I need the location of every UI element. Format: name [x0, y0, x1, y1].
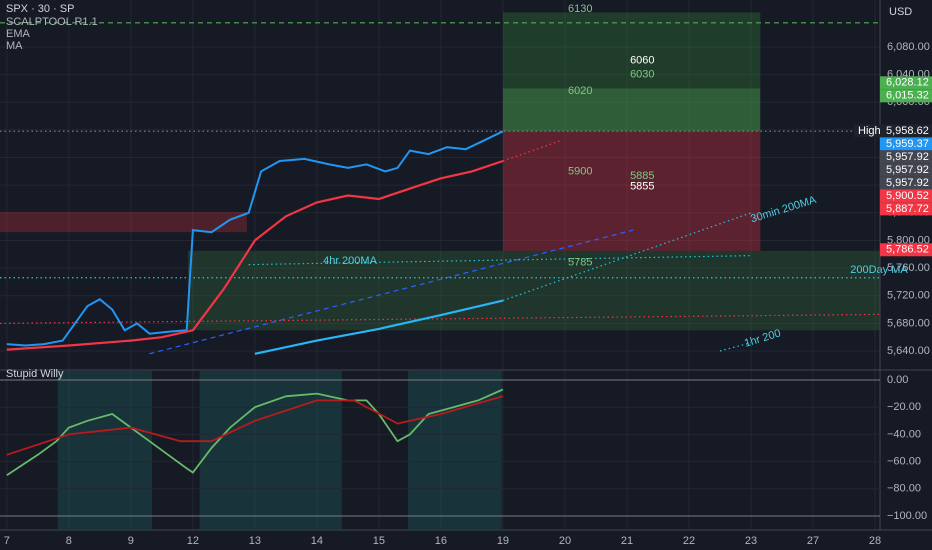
level-line — [149, 229, 634, 355]
price-label-text: 5,957.92 — [886, 151, 929, 163]
annotation: 5885 — [630, 170, 654, 182]
price-tag — [854, 124, 880, 138]
x-tick-label: 14 — [311, 535, 323, 547]
annotation: 6030 — [630, 69, 654, 81]
x-tick-label: 8 — [66, 535, 72, 547]
x-tick-label: 19 — [497, 535, 509, 547]
currency[interactable]: USD — [889, 6, 912, 18]
price-label — [880, 243, 932, 257]
chart-title: SPX · 30 · SP — [6, 3, 74, 15]
price-label — [880, 137, 932, 151]
level-line — [719, 342, 752, 352]
annotation: 6060 — [630, 55, 654, 67]
x-tick-label: 27 — [807, 535, 819, 547]
y-tick-label: −40.00 — [887, 428, 921, 440]
price-label — [880, 176, 932, 190]
y-tick-label: −100.00 — [887, 510, 927, 522]
price-label — [880, 150, 932, 164]
annotation: 4hr 200MA — [323, 255, 377, 267]
y-tick-label: 5,640.00 — [887, 345, 930, 357]
price-label — [880, 202, 932, 216]
zone — [187, 250, 880, 331]
price-tag-text: High — [858, 125, 881, 137]
series-line — [6, 395, 504, 456]
band — [408, 371, 502, 529]
price-label — [880, 124, 932, 138]
x-tick-label: 21 — [621, 535, 633, 547]
x-tick-label: 22 — [683, 535, 695, 547]
annotation: 200Day MA — [850, 264, 908, 276]
series-line — [6, 159, 504, 351]
price-label-text: 6,028.12 — [886, 77, 929, 89]
y-tick-label: 5,680.00 — [887, 317, 930, 329]
price-label — [880, 163, 932, 177]
annotation: 5855 — [630, 180, 654, 192]
y-tick-label: 6,080.00 — [887, 41, 930, 53]
x-tick-label: 23 — [745, 535, 757, 547]
indicator-label: EMA — [6, 28, 31, 40]
price-label-text: 5,900.52 — [886, 190, 929, 202]
band — [57, 371, 152, 529]
annotation: 5785 — [568, 256, 592, 268]
x-tick-label: 16 — [435, 535, 447, 547]
y-tick-label: 5,760.00 — [887, 262, 930, 274]
price-label-text: 5,786.52 — [886, 244, 929, 256]
price-label-text: 6,015.32 — [886, 90, 929, 102]
series-line — [6, 130, 504, 347]
annotation: 6020 — [568, 85, 592, 97]
x-tick-label: 28 — [869, 535, 881, 547]
series-line — [6, 388, 504, 476]
annotation: 5900 — [568, 165, 592, 177]
y-tick-label: −20.00 — [887, 401, 921, 413]
band — [199, 371, 342, 529]
level-line — [502, 212, 752, 302]
y-tick-label: −80.00 — [887, 483, 921, 495]
x-tick-label: 20 — [559, 535, 571, 547]
x-tick-label: 12 — [187, 535, 199, 547]
indicator-label: MA — [6, 40, 23, 52]
price-label-text: 5,957.92 — [886, 177, 929, 189]
x-tick-label: 7 — [4, 535, 10, 547]
y-tick-label: −60.00 — [887, 455, 921, 467]
y-tick-label: 0.00 — [887, 374, 908, 386]
level-line — [248, 255, 752, 266]
price-label — [880, 89, 932, 103]
price-label — [880, 76, 932, 90]
price-label-text: 5,958.62 — [886, 125, 929, 137]
price-label-text: 5,887.72 — [886, 203, 929, 215]
x-tick-label: 9 — [128, 535, 134, 547]
x-tick-label: 15 — [373, 535, 385, 547]
annotation: 6130 — [568, 3, 592, 15]
zone — [0, 212, 247, 233]
price-label — [880, 189, 932, 203]
x-tick-label: 13 — [249, 535, 261, 547]
indicator-label: SCALPTOOL R1.1 — [6, 16, 98, 28]
zone — [502, 12, 761, 89]
price-label-text: 5,957.92 — [886, 164, 929, 176]
indicator-title: Stupid Willy — [6, 368, 64, 380]
price-label-text: 5,959.37 — [886, 138, 929, 150]
y-tick-label: 5,720.00 — [887, 290, 930, 302]
series-line — [254, 299, 504, 355]
level-line — [502, 139, 563, 162]
zone — [502, 88, 761, 132]
